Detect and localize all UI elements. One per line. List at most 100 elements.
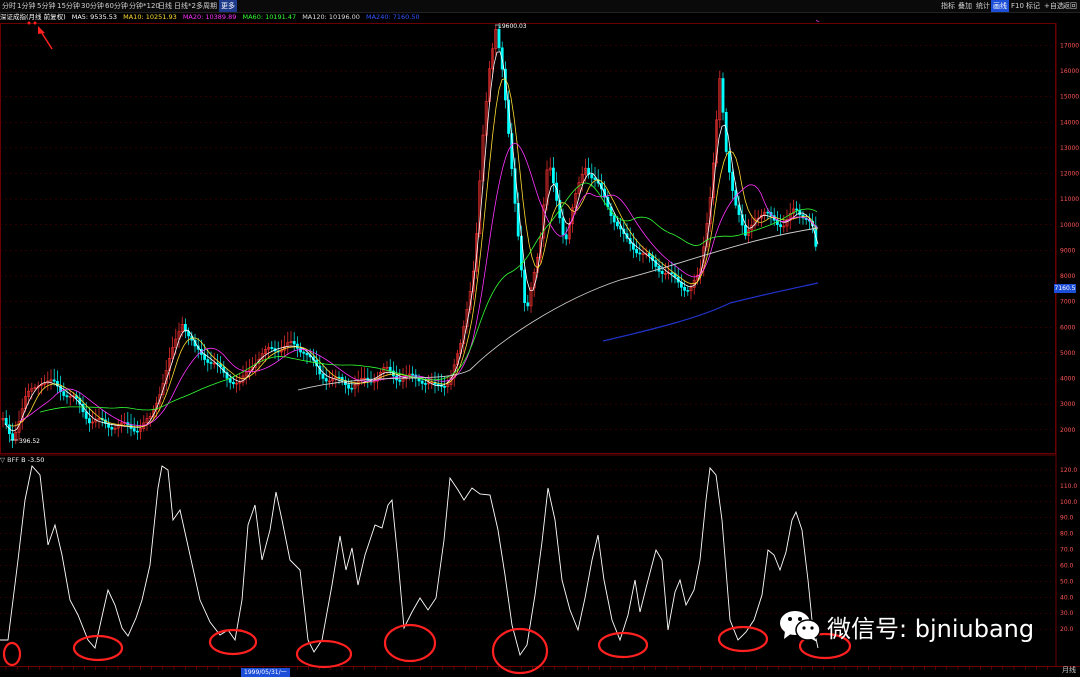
indicator-tick-label: 90.0 [1060, 515, 1074, 522]
candle-body [539, 237, 543, 258]
candle-body [593, 177, 597, 180]
price-tick-label: 10000 [1060, 222, 1079, 229]
candle-body [33, 387, 37, 389]
candle-body [145, 418, 149, 424]
candle-body [84, 411, 88, 419]
add-watchlist-button[interactable]: +自选 [1044, 2, 1064, 10]
candle-body [548, 167, 552, 171]
candle-body [55, 380, 59, 387]
indicator-title[interactable]: ▽ BFF [0, 456, 20, 464]
tab-30min[interactable]: 30分钟 [81, 2, 104, 10]
candle-body [14, 431, 18, 441]
tab-60min[interactable]: 60分钟 [105, 2, 128, 10]
period-label: 月线 [1062, 666, 1076, 674]
ma240-price-tag: 7160.5 [1054, 284, 1076, 293]
indicator-value: B -3.50 [21, 456, 45, 464]
watermark-text: 微信号: bjniubang [827, 614, 1035, 643]
candle-body [612, 215, 616, 223]
candle-body [148, 416, 152, 419]
candle-body [526, 302, 530, 307]
candle-body [363, 377, 367, 380]
ma240-label: MA240: 7160.50 [366, 13, 420, 21]
tab-daily-2[interactable]: 日线*2 [174, 2, 196, 10]
tab-daily[interactable]: 日线 [158, 2, 172, 10]
f10-button[interactable]: F10 [1011, 2, 1024, 10]
candle-body [267, 347, 271, 350]
mark-button[interactable]: 标记 [1026, 2, 1040, 10]
candle-body [580, 173, 584, 183]
candle-body [423, 383, 427, 385]
wechat-watermark: 微信号: bjniubang [779, 604, 1034, 648]
candle-body [670, 272, 674, 274]
indicator-button[interactable]: 指标 [941, 2, 955, 10]
candle-body [599, 182, 603, 190]
candle-body [551, 167, 555, 184]
candle-body [494, 29, 498, 50]
candle-body [564, 234, 568, 240]
red-circle-annotation [798, 632, 852, 660]
candle-body [302, 351, 306, 354]
overlay-button[interactable]: 叠加 [958, 2, 972, 10]
candle-body [248, 369, 251, 373]
tab-intraday[interactable]: 分时 [2, 2, 16, 10]
candle-body [52, 379, 56, 382]
red-circle-annotation [717, 625, 769, 653]
red-circle-annotation [2, 641, 22, 667]
ma60-line [39, 182, 818, 413]
price-tick-label: 2000 [1060, 427, 1075, 434]
cursor-date-label: 1999/05/31/一 [241, 668, 290, 677]
candle-body [686, 290, 690, 292]
stats-button[interactable]: 统计 [976, 2, 990, 10]
back-button[interactable]: 返回 [1063, 2, 1077, 10]
candle-body [110, 427, 114, 430]
candle-body [324, 378, 328, 382]
candle-body [139, 428, 143, 432]
candle-body [683, 287, 687, 291]
ma5-label: MA5: 9535.53 [71, 13, 118, 21]
tab-1min[interactable]: 1分钟 [17, 2, 36, 10]
candle-body [49, 379, 53, 382]
candle-body [635, 248, 639, 254]
price-tick-label: 12000 [1060, 171, 1079, 178]
candle-body [443, 386, 447, 388]
candle-body [289, 341, 293, 343]
tab-120min[interactable]: 分钟*120 [129, 2, 160, 10]
candle-body [737, 204, 741, 215]
candle-body [43, 382, 47, 385]
red-circle-annotation [491, 627, 549, 675]
candle-body [385, 366, 389, 369]
price-tick-label: 9000 [1060, 247, 1075, 254]
candle-body [11, 433, 15, 441]
tab-15min[interactable]: 15分钟 [57, 2, 80, 10]
indicator-legend: ▽ BFF B -3.50 [0, 455, 44, 466]
indicator-tick-label: 120.0 [1060, 467, 1077, 474]
candle-body [340, 377, 344, 381]
more-button[interactable]: 更多 [219, 0, 237, 12]
candle-body [209, 362, 213, 364]
tab-5min[interactable]: 5分钟 [37, 2, 56, 10]
candle-body [299, 348, 303, 353]
candle-body [78, 397, 82, 405]
candle-body [305, 353, 309, 356]
candle-body [663, 273, 667, 275]
tab-multi-period[interactable]: 多周期 [196, 2, 217, 10]
candle-body [491, 48, 495, 70]
candle-body [727, 151, 731, 173]
draw-line-button[interactable]: 画线 [991, 0, 1009, 12]
candle-body [180, 323, 184, 332]
price-tick-label: 15000 [1060, 94, 1079, 101]
candle-body [88, 418, 91, 424]
candle-body [731, 171, 735, 191]
candle-body [132, 428, 136, 432]
price-tick-label: 17000 [1060, 42, 1079, 49]
red-circle-annotation [295, 639, 353, 669]
candle-body [523, 269, 527, 304]
high-price-label: 19600.03 [498, 23, 527, 30]
candle-body [155, 402, 159, 410]
candle-body [583, 167, 587, 175]
candle-body [529, 287, 533, 307]
candle-body [795, 208, 799, 211]
candle-body [446, 384, 450, 388]
candle-body [62, 391, 66, 396]
